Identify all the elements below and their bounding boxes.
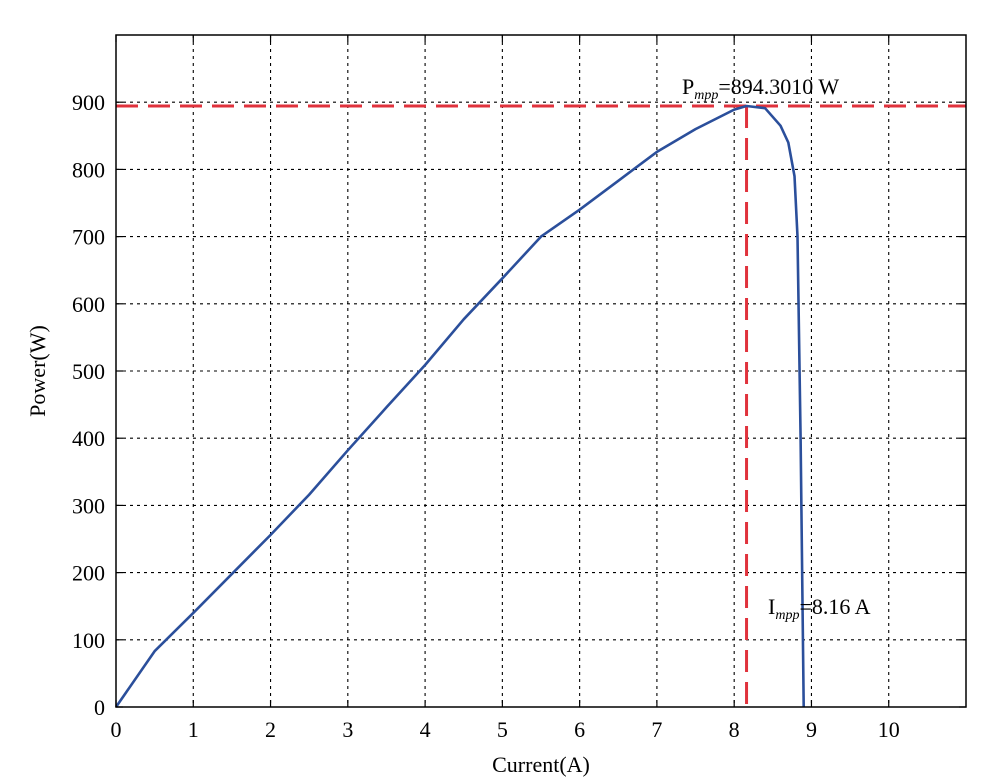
y-tick-label: 400 <box>72 426 105 451</box>
x-tick-label: 1 <box>188 717 199 742</box>
x-tick-label: 3 <box>342 717 353 742</box>
power-curve <box>114 104 805 708</box>
y-tick-label: 100 <box>72 628 105 653</box>
y-axis-label: Power(W) <box>25 325 50 417</box>
impp-annotation: Impp=8.16 A <box>768 594 871 623</box>
x-tick-label: 6 <box>574 717 585 742</box>
x-tick-label: 5 <box>497 717 508 742</box>
x-tick-label: 8 <box>729 717 740 742</box>
series-group <box>114 104 805 708</box>
x-tick-label: 4 <box>420 717 431 742</box>
x-tick-label: 2 <box>265 717 276 742</box>
x-tick-label: 9 <box>806 717 817 742</box>
x-tick-label: 0 <box>111 717 122 742</box>
pmpp-annotation: Pmpp=894.3010 W <box>682 74 839 103</box>
x-tick-label: 7 <box>651 717 662 742</box>
y-tick-label: 900 <box>72 90 105 115</box>
y-tick-label: 300 <box>72 493 105 518</box>
y-tick-label: 600 <box>72 292 105 317</box>
y-tick-label: 500 <box>72 359 105 384</box>
y-tick-label: 800 <box>72 157 105 182</box>
y-tick-label: 0 <box>94 695 105 720</box>
x-axis-label: Current(A) <box>492 752 590 777</box>
x-tick-label: 10 <box>878 717 900 742</box>
grid-lines <box>116 35 966 707</box>
y-tick-label: 200 <box>72 561 105 586</box>
y-tick-label: 700 <box>72 225 105 250</box>
reference-lines <box>116 104 966 707</box>
